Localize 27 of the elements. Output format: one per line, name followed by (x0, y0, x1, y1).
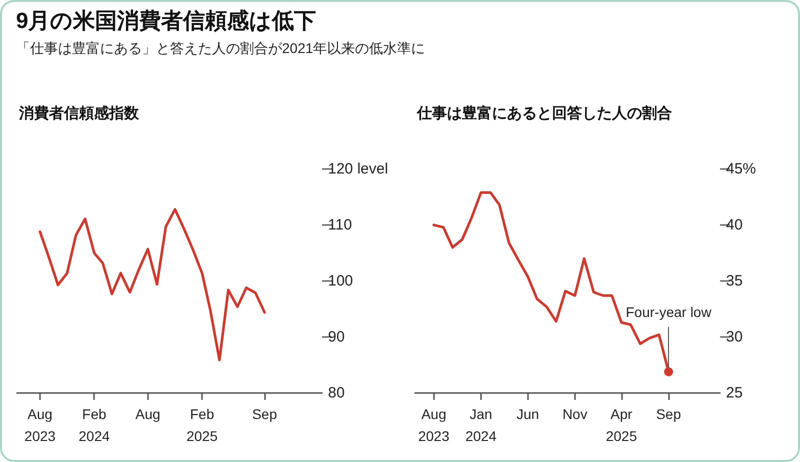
y-tick-label: 40 (726, 216, 743, 234)
y-tick-label: 100 (328, 272, 354, 290)
x-tick-label: Sep (656, 406, 682, 422)
x-tick-label: Sep (252, 406, 278, 422)
x-tick-label: Aug 2023 (24, 406, 56, 444)
y-tick-label: 110 (328, 216, 352, 234)
y-tick-label: 80 (328, 384, 345, 402)
annotation: Four-year low (626, 304, 712, 320)
x-tick-label: Feb 2025 (186, 406, 218, 444)
y-tick-label: 30 (726, 328, 743, 346)
x-tick-label: Nov (562, 406, 588, 422)
x-tick-label: Apr 2025 (606, 406, 638, 444)
line-series (38, 208, 266, 362)
x-tick-label: Jan 2024 (465, 406, 497, 444)
y-tick-label: 90 (328, 328, 345, 346)
x-tick-label: Feb 2024 (78, 406, 110, 444)
chart-title: 仕事は豊富にあると回答した人の割合 (416, 104, 672, 122)
y-tick-label: 120 level (328, 160, 388, 178)
y-tick-label: 25 (726, 384, 743, 402)
y-tick-label: 35 (726, 272, 743, 290)
y-tick-label: 45% (726, 160, 756, 178)
text: 「仕事は豊富にある」と答えた人の割合が2021年以来の低水準に (16, 40, 426, 58)
chart-title: 消費者信頼感指数 (18, 105, 140, 122)
x-tick-label: Aug (135, 406, 160, 422)
x-tick-label: Aug 2023 (418, 406, 450, 444)
x-tick-label: Jun (516, 406, 540, 422)
text: 9月の米国消費者信頼感は低下 (16, 7, 318, 35)
